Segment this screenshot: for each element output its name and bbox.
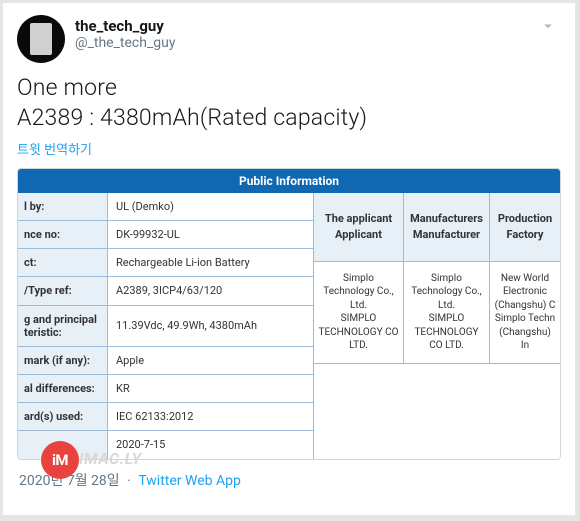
chevron-down-icon[interactable] [539,17,557,39]
column-header: The applicantApplicant [314,193,404,262]
row-label: mark (if any): [18,347,108,374]
table-row: ct:Rechargeable Li-ion Battery [18,249,313,277]
user-handle[interactable]: @_the_tech_guy [75,35,175,51]
tweet-header: the_tech_guy @_the_tech_guy [17,15,561,63]
spec-table: l by:UL (Demko)nce no:DK-99932-ULct:Rech… [18,193,314,459]
column-header: ManufacturersManufacturer [404,193,490,262]
table-cell: New World Electronic (Changshu) CSimplo … [490,262,560,364]
row-label: g and principal teristic: [18,306,108,346]
table-row: ard(s) used:IEC 62133:2012 [18,403,313,431]
row-value: 11.39Vdc, 49.9Wh, 4380mAh [108,306,313,346]
embedded-image[interactable]: Public Information l by:UL (Demko)nce no… [17,168,561,460]
table-cell: Simplo Technology Co., Ltd.SIMPLO TECHNO… [404,262,490,364]
tweet-footer: 2020년 7월 28일 · Twitter Web App [17,470,561,490]
row-value: A2389, 3ICP4/63/120 [108,277,313,304]
table-row: g and principal teristic:11.39Vdc, 49.9W… [18,306,313,347]
table-row: al differences:KR [18,375,313,403]
watermark-badge: iM [41,441,79,479]
public-info-header: Public Information [18,169,560,193]
tweet-card: the_tech_guy @_the_tech_guy One more A23… [2,2,576,516]
row-value: IEC 62133:2012 [108,403,313,430]
table-row: /Type ref:A2389, 3ICP4/63/120 [18,277,313,305]
row-label: al differences: [18,375,108,402]
display-name[interactable]: the_tech_guy [75,17,175,35]
column-header: ProductionFactory [490,193,560,262]
row-label: l by: [18,193,108,220]
row-value: DK-99932-UL [108,221,313,248]
tables-container: l by:UL (Demko)nce no:DK-99932-ULct:Rech… [18,193,560,459]
row-label: nce no: [18,221,108,248]
row-value: KR [108,375,313,402]
row-value: UL (Demko) [108,193,313,220]
row-value: Apple [108,347,313,374]
avatar-device-icon [30,23,52,55]
tweet-line-2: A2389 : 4380mAh(Rated capacity) [17,103,561,133]
translate-link[interactable]: 트윗 번역하기 [17,139,561,158]
tweet-body: One more A2389 : 4380mAh(Rated capacity) [17,73,561,133]
user-names: the_tech_guy @_the_tech_guy [75,17,175,51]
applicant-table: The applicantApplicantManufacturersManuf… [314,193,560,459]
row-label: /Type ref: [18,277,108,304]
table-row: mark (if any):Apple [18,347,313,375]
row-value: Rechargeable Li-ion Battery [108,249,313,276]
row-label: ct: [18,249,108,276]
table-row: nce no:DK-99932-UL [18,221,313,249]
table-row: l by:UL (Demko) [18,193,313,221]
table-cell: Simplo Technology Co., Ltd.SIMPLO TECHNO… [314,262,404,364]
row-label: ard(s) used: [18,403,108,430]
tweet-line-1: One more [17,73,561,103]
separator-dot: · [127,473,131,489]
watermark-text: IMAC.LY [79,449,142,468]
avatar[interactable] [17,15,65,63]
footer-app[interactable]: Twitter Web App [138,473,241,489]
